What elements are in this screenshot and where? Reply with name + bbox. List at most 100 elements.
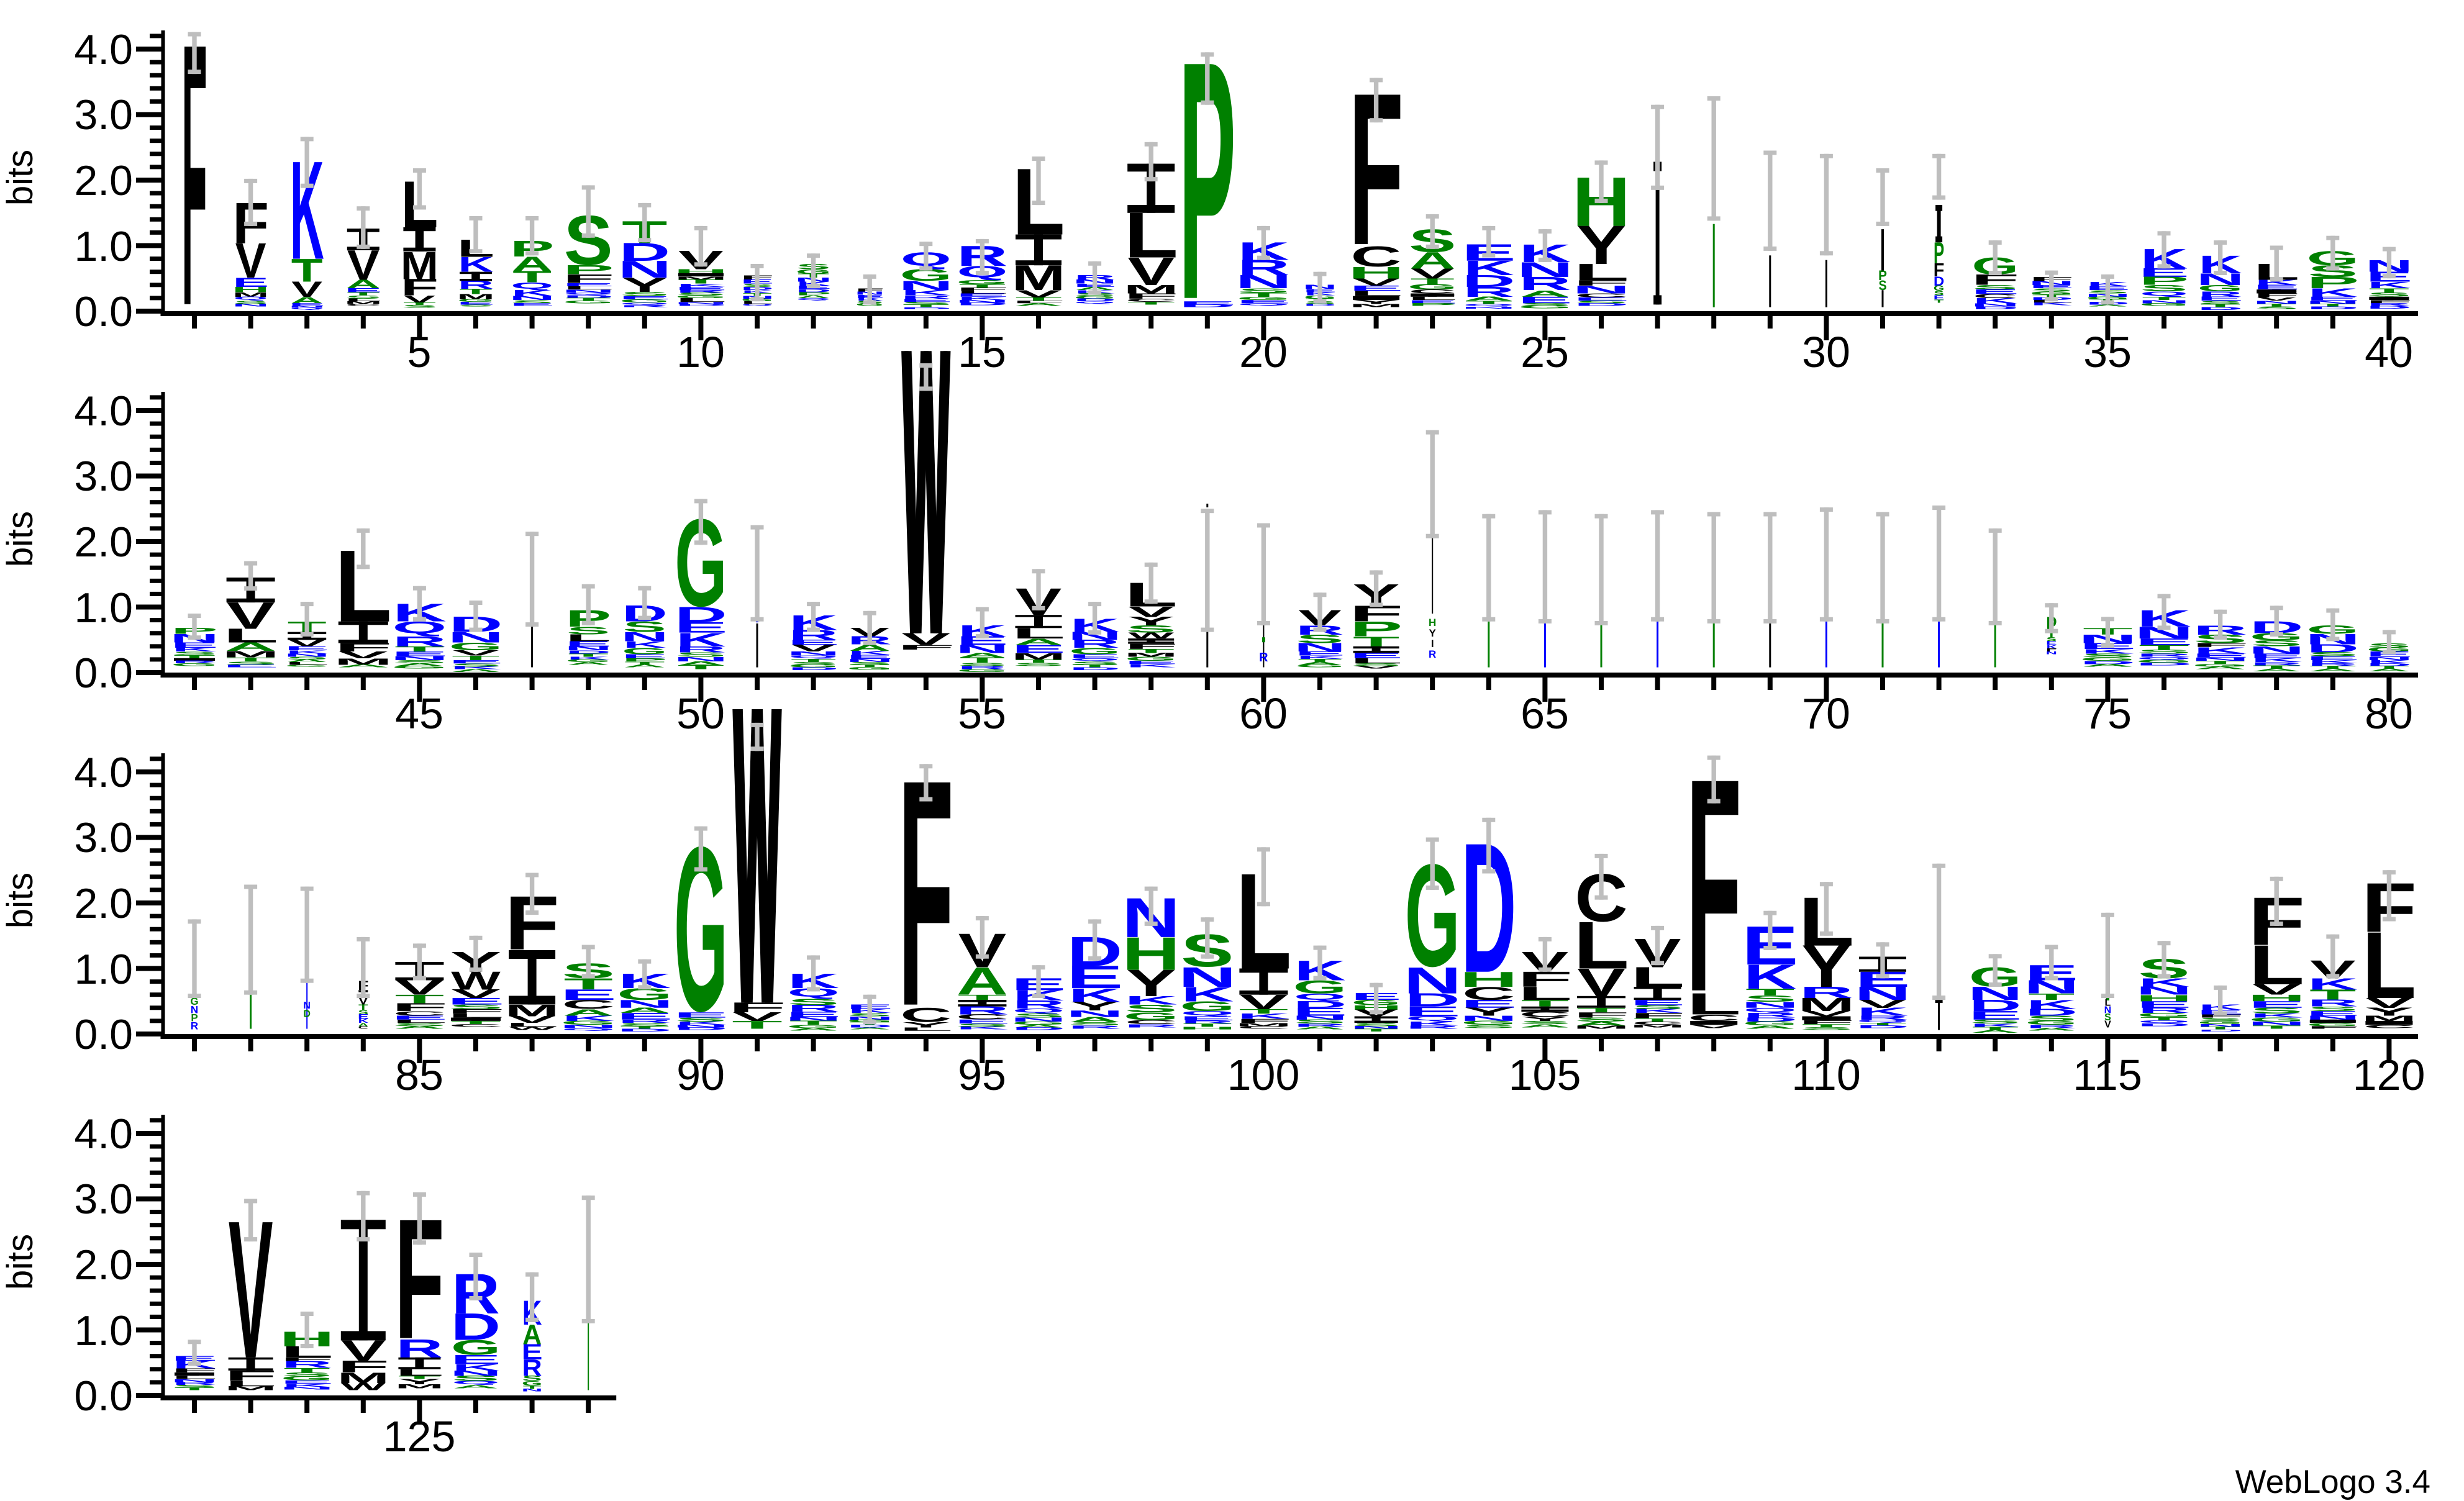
svg-text:R: R	[617, 1018, 671, 1024]
svg-text:N: N	[2247, 1020, 2306, 1027]
svg-text:F: F	[955, 287, 1009, 292]
svg-text:E: E	[2306, 296, 2360, 302]
svg-text:G: G	[786, 1024, 840, 1029]
svg-text:L: L	[1407, 296, 1458, 301]
svg-text:60: 60	[1239, 689, 1288, 738]
svg-text:N: N	[390, 655, 449, 661]
svg-text:P: P	[2306, 274, 2359, 291]
svg-text:S: S	[2047, 636, 2057, 642]
svg-text:T: T	[403, 302, 436, 306]
svg-text:T: T	[1972, 1026, 2019, 1031]
svg-text:H: H	[1122, 928, 1180, 980]
svg-text:R: R	[1406, 1025, 1460, 1030]
svg-text:N: N	[284, 653, 330, 658]
svg-text:A: A	[394, 1025, 445, 1030]
svg-text:K: K	[172, 646, 217, 653]
svg-text:90: 90	[676, 1051, 725, 1099]
svg-text:L: L	[225, 1379, 276, 1388]
svg-text:N: N	[786, 651, 840, 657]
svg-text:N: N	[450, 1369, 502, 1377]
svg-text:E: E	[1934, 294, 1945, 301]
svg-text:50: 50	[676, 689, 725, 738]
svg-text:L: L	[2105, 998, 2111, 1009]
svg-text:V: V	[227, 594, 275, 637]
svg-text:S: S	[789, 661, 838, 666]
svg-text:L: L	[2029, 299, 2074, 304]
svg-text:K: K	[2026, 997, 2076, 1012]
svg-text:Y: Y	[398, 1377, 442, 1386]
svg-text:WebLogo 3.4: WebLogo 3.4	[2235, 1464, 2430, 1500]
svg-text:N: N	[559, 1024, 617, 1029]
svg-text:Q: Q	[234, 296, 268, 301]
svg-text:N: N	[2253, 300, 2301, 305]
svg-text:V: V	[288, 638, 326, 648]
svg-text:A: A	[2088, 304, 2129, 307]
svg-text:T: T	[2309, 665, 2356, 669]
svg-text:K: K	[1125, 994, 1178, 1007]
svg-text:T: T	[284, 1367, 330, 1374]
svg-text:K: K	[1463, 256, 1514, 279]
svg-text:G: G	[1237, 296, 1291, 301]
svg-text:20: 20	[1239, 328, 1288, 376]
svg-text:A: A	[358, 1022, 368, 1027]
svg-text:N: N	[1741, 1000, 1799, 1010]
svg-text:H: H	[1178, 1026, 1237, 1030]
svg-text:K: K	[282, 1383, 332, 1388]
svg-text:K: K	[562, 1014, 615, 1022]
svg-text:S: S	[848, 661, 891, 666]
svg-text:S: S	[522, 1374, 542, 1382]
svg-text:80: 80	[2365, 689, 2413, 738]
svg-text:N: N	[171, 1378, 219, 1383]
svg-text:25: 25	[1521, 328, 1569, 376]
svg-text:T: T	[620, 1025, 669, 1030]
svg-text:V: V	[791, 643, 836, 654]
svg-text:N: N	[2305, 1015, 2360, 1021]
svg-text:G: G	[855, 302, 884, 307]
svg-text:L: L	[391, 1018, 447, 1024]
svg-text:V: V	[1859, 997, 1906, 1010]
svg-text:Q: Q	[561, 1028, 616, 1031]
svg-text:C: C	[1125, 1019, 1178, 1025]
svg-text:G: G	[561, 1020, 616, 1026]
svg-text:E: E	[616, 1011, 673, 1022]
svg-text:C: C	[448, 1023, 503, 1028]
svg-text:S: S	[1238, 287, 1289, 294]
svg-text:E: E	[621, 653, 668, 660]
svg-text:V: V	[732, 1010, 782, 1023]
svg-text:S: S	[1970, 1018, 2021, 1025]
svg-text:C: C	[2363, 1024, 2415, 1029]
svg-text:S: S	[620, 291, 669, 297]
svg-text:F: F	[2306, 1025, 2360, 1030]
svg-text:L: L	[1686, 987, 1741, 1021]
svg-text:K: K	[1970, 1023, 2021, 1028]
svg-text:G: G	[2249, 1017, 2304, 1023]
svg-text:F: F	[280, 1356, 334, 1363]
svg-text:A: A	[2252, 668, 2302, 673]
svg-text:R: R	[172, 1382, 216, 1386]
svg-text:N: N	[1294, 641, 1346, 655]
svg-text:T: T	[1465, 300, 1512, 305]
svg-text:K: K	[2367, 660, 2411, 664]
svg-text:Y: Y	[1429, 627, 1437, 639]
svg-text:E: E	[1178, 301, 1237, 306]
svg-text:K: K	[2307, 286, 2358, 299]
svg-text:D: D	[2366, 663, 2412, 667]
svg-text:V: V	[2252, 981, 2301, 998]
svg-text:E: E	[1179, 1015, 1235, 1022]
svg-text:S: S	[956, 1023, 1009, 1028]
svg-text:R: R	[393, 633, 447, 650]
svg-text:Q: Q	[787, 986, 840, 999]
svg-text:D: D	[1855, 1025, 1909, 1029]
svg-text:D: D	[451, 1305, 501, 1348]
svg-text:D: D	[563, 294, 614, 299]
svg-text:T: T	[624, 661, 665, 666]
svg-text:D: D	[566, 650, 611, 655]
svg-text:N: N	[1068, 630, 1122, 642]
svg-text:G: G	[1461, 1020, 1516, 1026]
svg-text:G: G	[1934, 284, 1944, 292]
svg-text:F: F	[337, 1357, 390, 1376]
svg-text:E: E	[1236, 299, 1291, 305]
svg-text:E: E	[2248, 999, 2305, 1010]
svg-text:R: R	[1012, 999, 1065, 1011]
svg-text:C: C	[1575, 292, 1627, 299]
